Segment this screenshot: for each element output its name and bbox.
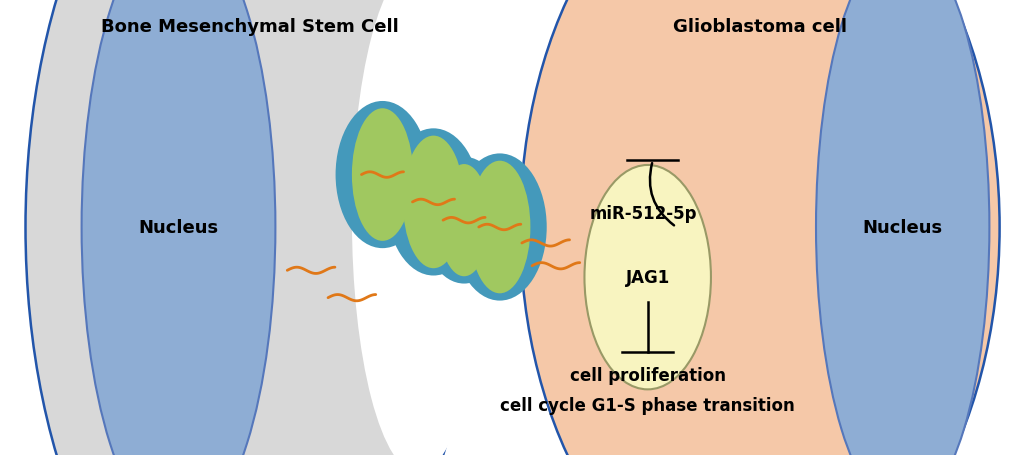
Text: miR-512-5p: miR-512-5p — [589, 205, 696, 223]
Ellipse shape — [452, 154, 546, 301]
Text: Glioblastoma cell: Glioblastoma cell — [673, 18, 846, 36]
Ellipse shape — [403, 136, 464, 268]
Text: Nucleus: Nucleus — [139, 218, 218, 237]
Ellipse shape — [815, 0, 988, 455]
Ellipse shape — [352, 109, 413, 241]
Ellipse shape — [25, 0, 474, 455]
Text: Bone Mesenchymal Stem Cell: Bone Mesenchymal Stem Cell — [101, 18, 398, 36]
Ellipse shape — [438, 165, 489, 277]
Ellipse shape — [386, 129, 480, 276]
Ellipse shape — [422, 157, 505, 284]
Ellipse shape — [469, 162, 530, 293]
Text: Nucleus: Nucleus — [862, 218, 942, 237]
Ellipse shape — [584, 166, 710, 389]
Text: JAG1: JAG1 — [625, 268, 669, 287]
Text: cell cycle G1-S phase transition: cell cycle G1-S phase transition — [500, 396, 794, 414]
Ellipse shape — [520, 0, 999, 455]
Ellipse shape — [82, 0, 275, 455]
Text: cell proliferation: cell proliferation — [570, 366, 725, 384]
Ellipse shape — [335, 102, 429, 248]
Ellipse shape — [352, 0, 484, 455]
